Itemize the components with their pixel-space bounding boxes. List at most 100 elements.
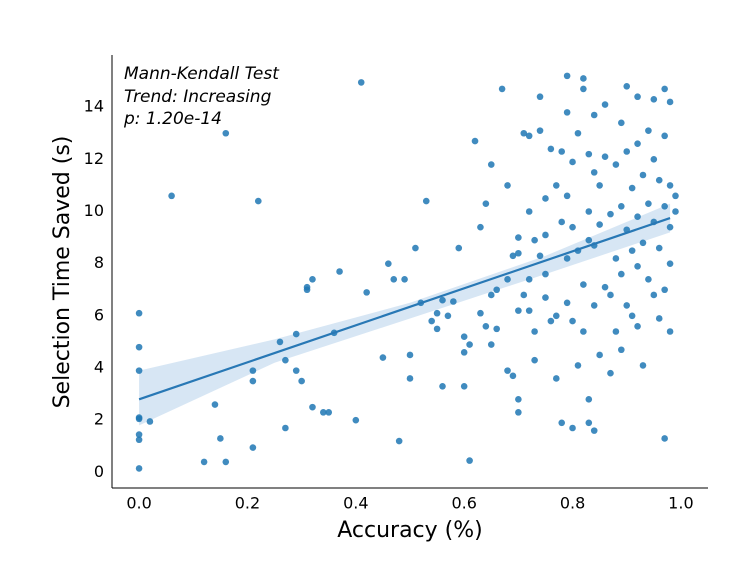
y-tick-label: 2	[94, 410, 104, 429]
scatter-point	[303, 283, 311, 291]
scatter-point	[645, 200, 652, 207]
scatter-point	[552, 182, 560, 189]
scatter-point	[585, 208, 593, 215]
scatter-point	[569, 158, 576, 166]
scatter-point	[634, 140, 641, 147]
scatter-point	[336, 268, 343, 275]
scatter-point	[623, 148, 631, 155]
scatter-point	[450, 298, 457, 305]
scatter-point	[569, 223, 576, 231]
scatter-point	[515, 396, 522, 403]
scatter-point	[666, 182, 674, 189]
scatter-point	[542, 195, 549, 202]
scatter-point	[580, 75, 587, 82]
scatter-point	[217, 435, 224, 442]
scatter-point	[585, 419, 593, 427]
scatter-point	[493, 286, 500, 294]
scatter-point	[558, 218, 566, 226]
scatter-point	[645, 276, 652, 283]
scatter-point	[515, 234, 522, 241]
y-tick-label: 0	[94, 462, 104, 481]
scatter-point	[590, 302, 598, 309]
x-tick-label: 0.0	[126, 494, 151, 513]
scatter-point	[493, 325, 500, 333]
scatter-point	[357, 79, 365, 86]
scatter-point	[439, 382, 446, 390]
scatter-point	[618, 202, 625, 210]
scatter-point	[547, 145, 555, 153]
scatter-point	[325, 409, 333, 416]
scatter-point	[563, 255, 571, 262]
scatter-point	[222, 129, 230, 137]
scatter-point	[542, 270, 549, 278]
scatter-point	[292, 367, 300, 374]
scatter-point	[542, 231, 549, 239]
scatter-point	[607, 210, 614, 218]
scatter-point	[222, 458, 230, 466]
scatter-point	[580, 281, 587, 288]
scatter-point	[460, 333, 468, 341]
scatter-point	[672, 208, 679, 215]
scatter-point	[542, 294, 549, 301]
scatter-point	[466, 457, 473, 464]
scatter-point	[590, 427, 598, 434]
annotation: p: 1.20e-14	[123, 109, 222, 129]
scatter-point	[455, 244, 463, 252]
scatter-point	[666, 328, 674, 335]
scatter-point	[580, 328, 587, 335]
scatter-point	[249, 367, 257, 374]
scatter-point	[563, 299, 571, 307]
regression-line	[138, 216, 671, 401]
scatter-point	[515, 409, 522, 416]
scatter-point	[282, 356, 289, 364]
scatter-point	[482, 200, 490, 207]
scatter-point	[563, 72, 571, 80]
scatter-point	[249, 377, 257, 385]
scatter-point	[569, 317, 576, 325]
scatter-point	[200, 458, 208, 466]
scatter-point	[639, 362, 647, 369]
scatter-point	[531, 328, 538, 335]
scatter-point	[536, 252, 544, 260]
y-tick-label: 10	[84, 201, 104, 220]
scatter-point	[650, 96, 658, 103]
scatter-point	[618, 346, 625, 354]
scatter-point	[612, 328, 620, 335]
scatter-point	[309, 276, 316, 283]
scatter-point	[596, 351, 603, 359]
scatter-point	[135, 309, 143, 317]
scatter-point	[520, 129, 528, 137]
x-tick-label: 1.0	[668, 494, 693, 513]
scatter-point	[639, 239, 647, 247]
scatter-point	[536, 127, 544, 134]
scatter-point	[655, 315, 663, 322]
scatter-point	[655, 244, 663, 252]
scatter-point	[135, 431, 143, 438]
scatter-point	[211, 401, 219, 408]
scatter-point	[379, 354, 387, 361]
scatter-point	[623, 302, 631, 309]
scatter-point	[477, 223, 484, 231]
scatter-point	[477, 309, 484, 317]
y-tick-label: 14	[84, 97, 104, 116]
scatter-point	[666, 260, 674, 267]
scatter-point	[439, 296, 446, 304]
y-tick-label: 6	[94, 305, 104, 324]
scatter-point	[569, 424, 576, 432]
scatter-point	[320, 409, 327, 416]
annotation: Trend: Increasing	[124, 87, 272, 107]
scatter-point	[585, 150, 593, 158]
x-tick-label: 0.4	[343, 494, 368, 513]
scatter-point	[509, 372, 517, 380]
scatter-point	[628, 247, 636, 254]
y-axis-label: Selection Time Saved (s)	[50, 136, 75, 409]
scatter-point	[433, 309, 441, 317]
y-tick-label: 4	[94, 358, 104, 377]
scatter-point	[531, 356, 538, 364]
scatter-point	[672, 192, 679, 200]
y-tick-label: 12	[84, 149, 104, 168]
x-tick-label: 0.8	[560, 494, 585, 513]
scatter-point	[363, 289, 370, 296]
scatter-point	[645, 127, 652, 134]
confidence-band	[139, 203, 671, 426]
